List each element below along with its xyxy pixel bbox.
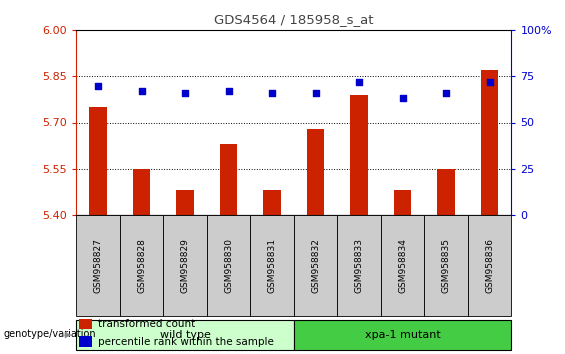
Bar [79,336,92,347]
Bar [381,215,424,316]
Text: xpa-1 mutant: xpa-1 mutant [364,330,441,340]
Text: GSM958832: GSM958832 [311,238,320,293]
Bar [120,215,163,316]
Bar [250,215,294,316]
Text: GSM958827: GSM958827 [94,238,102,293]
Bar [424,215,468,316]
Bar [468,215,511,316]
Text: genotype/variation: genotype/variation [3,329,96,338]
Bar [207,215,250,316]
Point [94,83,103,88]
Point [398,96,407,101]
Point [442,90,451,96]
Title: GDS4564 / 185958_s_at: GDS4564 / 185958_s_at [214,13,373,26]
Bar [294,320,511,350]
Text: transformed count: transformed count [98,319,195,329]
Bar [294,215,337,316]
Bar [481,70,498,215]
Text: GSM958829: GSM958829 [181,238,189,293]
Text: GSM958830: GSM958830 [224,238,233,293]
Text: GSM958834: GSM958834 [398,238,407,293]
Point [137,88,146,94]
Point [311,90,320,96]
Point [268,90,277,96]
Point [355,79,364,85]
Bar [79,319,92,329]
Bar [307,129,324,215]
Text: percentile rank within the sample: percentile rank within the sample [98,337,274,347]
Point [485,79,494,85]
Bar [76,215,120,316]
Text: GSM958835: GSM958835 [442,238,450,293]
Bar [220,144,237,215]
Bar [437,169,455,215]
Bar [133,169,150,215]
Bar [263,190,281,215]
Bar [394,190,411,215]
Text: wild type: wild type [159,330,211,340]
Bar [76,320,294,350]
Bar [89,107,107,215]
Text: GSM958836: GSM958836 [485,238,494,293]
Text: GSM958833: GSM958833 [355,238,363,293]
Bar [163,215,207,316]
Point [224,88,233,94]
Text: GSM958831: GSM958831 [268,238,276,293]
Point [180,90,189,96]
Bar [176,190,194,215]
Bar [337,215,381,316]
Bar [350,95,368,215]
Text: GSM958828: GSM958828 [137,238,146,293]
